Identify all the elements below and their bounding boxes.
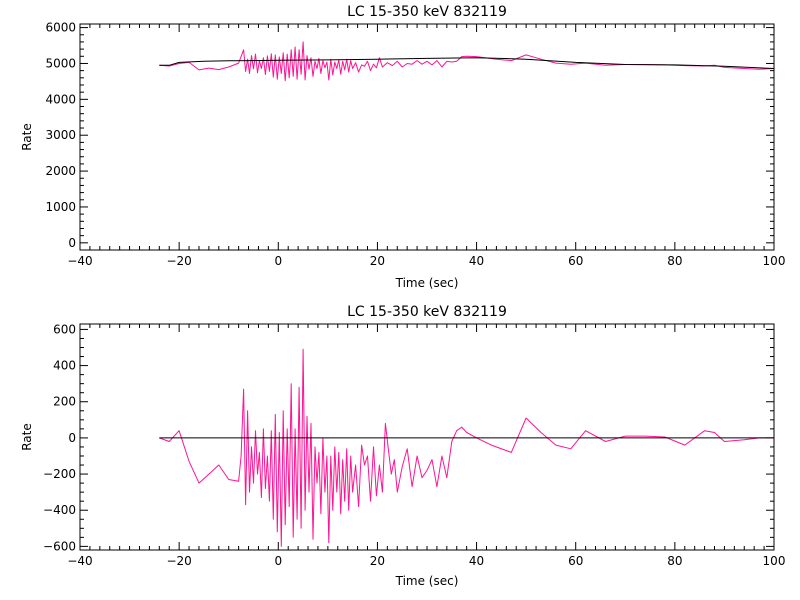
bottom-x-tick-label: −20 [166, 554, 191, 568]
top-y-axis-label: Rate [20, 123, 34, 151]
bottom-x-tick-label: 60 [568, 554, 583, 568]
bottom-x-tick-label: 40 [469, 554, 484, 568]
top-x-tick-labels: −40 −20 0 20 40 60 80 100 [67, 254, 785, 268]
top-x-tick-label: 0 [274, 254, 282, 268]
top-y-tick-label: 4000 [45, 92, 76, 106]
bottom-x-tick-labels: −40 −20 0 20 40 60 80 100 [67, 554, 785, 568]
bottom-x-tick-label: 100 [763, 554, 786, 568]
top-x-tick-label: −40 [67, 254, 92, 268]
bottom-data-line [159, 348, 774, 547]
top-y-tick-labels: 0 1000 2000 3000 4000 5000 6000 [45, 21, 76, 250]
top-y-tick-label: 5000 [45, 56, 76, 70]
bottom-y-tick-label: −400 [43, 503, 76, 517]
top-x-axis-label: Time (sec) [395, 276, 459, 290]
bottom-y-tick-label: 200 [53, 395, 76, 409]
top-y-tick-label: 0 [68, 236, 76, 250]
bottom-y-tick-label: 0 [68, 431, 76, 445]
bottom-x-tick-label: 0 [274, 554, 282, 568]
top-plot-frame [79, 23, 775, 251]
bottom-x-axis-label: Time (sec) [395, 574, 459, 588]
bottom-x-tick-label: 80 [667, 554, 682, 568]
top-panel: LC 15-350 keV 832119 Time (sec) Rate −40… [20, 4, 785, 290]
top-fit-line [159, 57, 775, 69]
top-x-tick-label: −20 [166, 254, 191, 268]
bottom-y-tick-label: −200 [43, 467, 76, 481]
top-x-tick-label: 80 [667, 254, 682, 268]
bottom-y-tick-label: 600 [53, 322, 76, 336]
top-y-tick-label: 1000 [45, 200, 76, 214]
top-y-tick-label: 3000 [45, 128, 76, 142]
top-y-tick-label: 6000 [45, 21, 76, 35]
top-x-tick-label: 20 [370, 254, 385, 268]
bottom-plot-series [159, 348, 774, 547]
bottom-y-tick-label: 400 [53, 359, 76, 373]
top-data-line [159, 41, 775, 82]
top-plot-series [159, 41, 775, 82]
top-x-tick-label: 40 [469, 254, 484, 268]
bottom-axis-ticks [79, 324, 775, 550]
bottom-x-tick-label: 20 [370, 554, 385, 568]
bottom-plot-frame [79, 323, 775, 551]
top-axis-ticks [79, 24, 775, 251]
top-y-tick-label: 2000 [45, 164, 76, 178]
bottom-panel: LC 15-350 keV 832119 Time (sec) Rate −40… [20, 304, 785, 588]
bottom-y-tick-label: −600 [43, 539, 76, 553]
bottom-chart-title: LC 15-350 keV 832119 [347, 304, 507, 320]
top-x-tick-label: 60 [568, 254, 583, 268]
top-chart-title: LC 15-350 keV 832119 [347, 4, 507, 20]
bottom-y-tick-labels: −600 −400 −200 0 200 400 600 [43, 322, 76, 553]
top-x-tick-label: 100 [763, 254, 786, 268]
bottom-x-tick-label: −40 [67, 554, 92, 568]
bottom-y-axis-label: Rate [20, 423, 34, 451]
